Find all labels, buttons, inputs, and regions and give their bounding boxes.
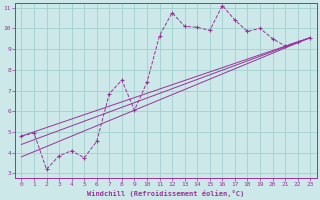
X-axis label: Windchill (Refroidissement éolien,°C): Windchill (Refroidissement éolien,°C) — [87, 190, 244, 197]
